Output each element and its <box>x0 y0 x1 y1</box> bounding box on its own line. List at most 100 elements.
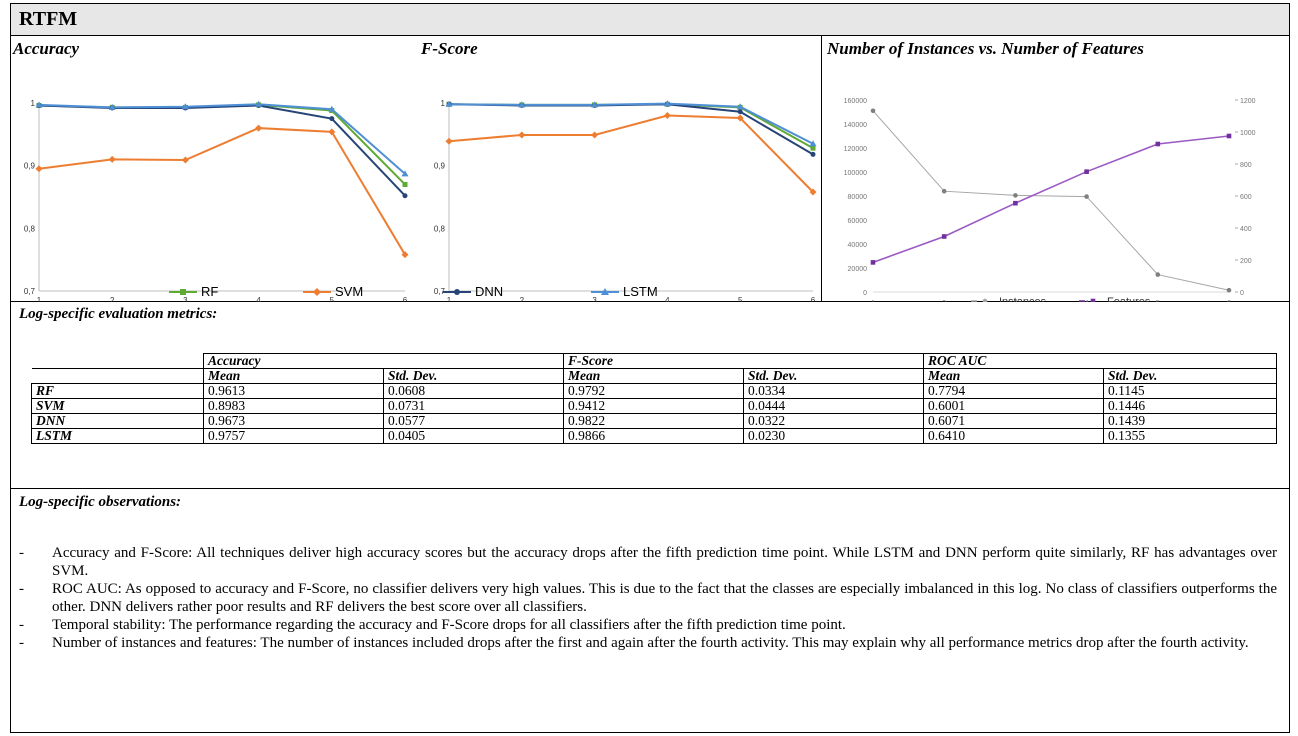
table-cell: 0.9412 <box>563 398 745 414</box>
x-tick-label: 3 <box>183 296 188 302</box>
list-bullet: - <box>19 581 24 597</box>
y-left-tick-label: 0 <box>863 290 867 297</box>
x-tick-label: 5 <box>738 296 743 302</box>
y-right-tick-label: 600 <box>1240 194 1252 201</box>
x-tick-label: 2 <box>110 296 115 302</box>
instances-features-chart: 0 20000 40000 60000 80000 100000 120000 140000 1… <box>844 98 1256 302</box>
series-line-svm <box>38 127 406 256</box>
x-tick-label: 4 <box>1085 300 1089 302</box>
metrics-section-label: Log-specific evaluation metrics: <box>19 306 218 322</box>
metrics-group-accuracy: Accuracy <box>202 353 565 369</box>
table-cell: 0.1446 <box>1103 398 1278 414</box>
data-point-svm <box>736 114 744 122</box>
data-point-lstm <box>663 100 671 107</box>
metrics-group-header-row: Accuracy F-Score ROC AUC <box>31 353 1278 369</box>
legend-marker-dnn <box>454 289 460 295</box>
data-point-instances <box>1226 287 1232 293</box>
y-left-tick-label: 40000 <box>848 242 868 249</box>
x-tick-label: 6 <box>403 296 408 302</box>
y-right-tick-label: 1000 <box>1240 130 1256 137</box>
observation-text: ROC AUC: As opposed to accuracy and F-Sc… <box>52 581 1277 615</box>
list-item: - ROC AUC: As opposed to accuracy and F-S… <box>19 580 1277 616</box>
y-left-tick-label: 100000 <box>844 170 867 177</box>
data-point-svm <box>518 131 526 139</box>
table-cell: 0.9866 <box>563 428 745 444</box>
y-tick-label: 0,7 <box>24 287 36 296</box>
row-label-dnn: DNN <box>31 413 204 429</box>
series-line-features <box>872 135 1230 264</box>
legend-marker-instances <box>982 298 988 302</box>
x-tick-label: 1 <box>447 296 452 302</box>
y-tick-label: 1 <box>441 99 446 108</box>
data-point-lstm <box>591 101 599 108</box>
observation-text: Accuracy and F-Score: All techniques del… <box>52 545 1277 579</box>
data-point-lstm <box>35 101 43 108</box>
observations-list: - Accuracy and F-Score: All techniques de… <box>19 544 1277 652</box>
data-point-instances <box>941 188 947 194</box>
y-tick-label: 0,8 <box>434 224 446 233</box>
table-cell: 0.0230 <box>743 428 925 444</box>
data-point-rf <box>402 181 408 187</box>
list-item: - Number of instances and features: The n… <box>19 634 1277 652</box>
x-tick-label: 5 <box>1156 300 1160 302</box>
data-point-features <box>1226 133 1232 139</box>
table-cell: 0.0444 <box>743 398 925 414</box>
list-item: - Accuracy and F-Score: All techniques de… <box>19 544 1277 580</box>
table-cell: 0.0608 <box>382 383 565 399</box>
x-tick-label: 3 <box>1013 300 1017 302</box>
x-tick-label: 2 <box>520 296 525 302</box>
list-bullet: - <box>19 617 24 633</box>
data-point-svm <box>35 165 43 173</box>
legend-marker-rf <box>180 289 186 295</box>
table-cell: 0.6410 <box>923 428 1105 444</box>
row-label-lstm: LSTM <box>31 428 204 444</box>
table-row: SVM 0.8983 0.0731 0.9412 0.0444 0.6001 0… <box>31 398 1278 414</box>
table-cell: 0.9822 <box>563 413 745 429</box>
y-left-tick-label: 140000 <box>844 122 867 129</box>
table-cell: 0.1355 <box>1103 428 1278 444</box>
y-tick-label: 0,9 <box>24 162 36 171</box>
data-point-lstm <box>328 105 336 112</box>
data-point-lstm <box>108 103 116 110</box>
legend-marker-svm <box>313 288 321 296</box>
metrics-subheader: Mean <box>563 368 745 384</box>
data-point-svm <box>255 124 263 132</box>
data-point-instances <box>870 108 876 114</box>
metrics-subheader: Mean <box>923 368 1105 384</box>
legend-label-dnn: DNN <box>475 284 503 299</box>
data-point-features <box>1155 141 1161 147</box>
list-item: - Temporal stability: The performance reg… <box>19 616 1277 634</box>
data-point-dnn <box>402 193 408 199</box>
y-tick-label: 0,9 <box>434 162 446 171</box>
data-point-svm <box>181 156 189 164</box>
data-point-dnn <box>737 109 743 115</box>
legend-label-features: Features <box>1107 296 1151 302</box>
table-cell: 0.9613 <box>203 383 384 399</box>
legend-label-svm: SVM <box>335 284 363 299</box>
table-cell: 0.9792 <box>563 383 745 399</box>
metrics-corner-cell <box>31 353 204 369</box>
y-right-tick-label: 1200 <box>1240 98 1256 105</box>
accuracy-chart: 0,7 0,8 0,9 1 1 2 3 4 5 6 <box>24 99 409 302</box>
data-point-instances <box>1084 194 1089 199</box>
data-point-instances <box>1013 193 1018 198</box>
metrics-group-rocauc: ROC AUC <box>923 353 1278 369</box>
metrics-group-fscore: F-Score <box>563 353 925 369</box>
y-left-tick-label: 120000 <box>844 146 867 153</box>
list-bullet: - <box>19 545 24 561</box>
data-point-lstm <box>401 170 409 177</box>
data-point-features <box>1084 169 1089 174</box>
data-point-dnn <box>810 151 816 157</box>
legend-marker-lstm <box>601 288 609 295</box>
table-cell: 0.0731 <box>382 398 565 414</box>
data-point-instances <box>1155 272 1161 277</box>
y-left-tick-label: 160000 <box>844 98 867 105</box>
x-tick-label: 2 <box>942 300 946 302</box>
y-right-tick-label: 200 <box>1240 258 1252 265</box>
table-cell: 0.9673 <box>203 413 384 429</box>
title-bar: RTFM <box>11 4 1289 36</box>
y-right-tick-label: 800 <box>1240 162 1252 169</box>
table-cell: 0.9757 <box>203 428 384 444</box>
table-cell: 0.1145 <box>1103 383 1278 399</box>
row-label-rf: RF <box>31 383 204 399</box>
